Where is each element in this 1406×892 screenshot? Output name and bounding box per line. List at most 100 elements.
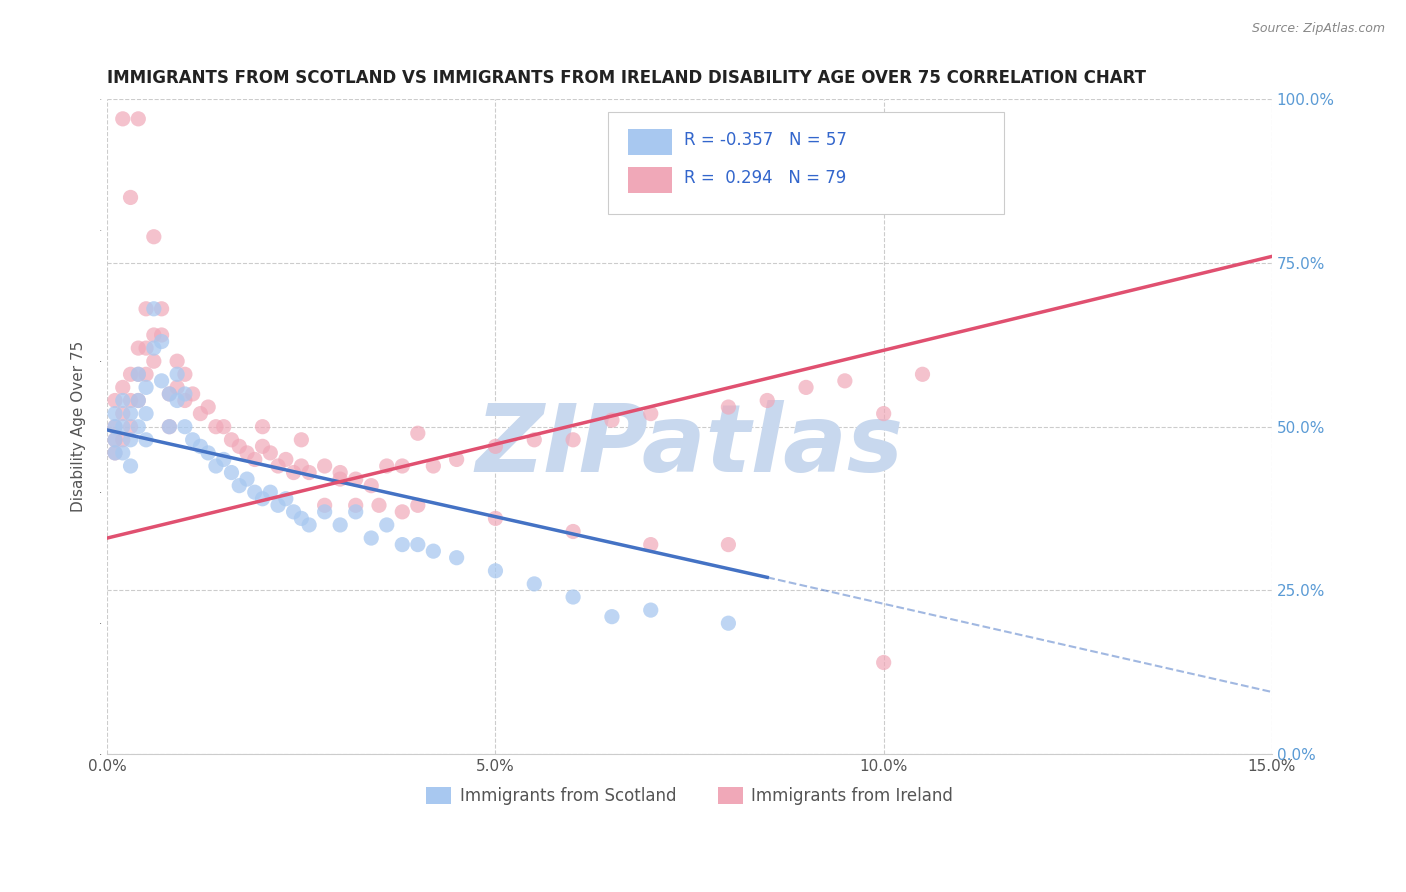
Point — [360, 478, 382, 492]
Point — [111, 112, 134, 126]
Point — [111, 433, 134, 447]
Point — [360, 531, 382, 545]
Point — [135, 341, 157, 355]
Point — [173, 368, 195, 382]
Text: ZIPatlas: ZIPatlas — [475, 401, 904, 492]
Point — [252, 439, 274, 453]
Point — [523, 433, 546, 447]
Point — [104, 433, 127, 447]
Point — [173, 387, 195, 401]
Point — [205, 419, 228, 434]
Point — [135, 380, 157, 394]
FancyBboxPatch shape — [628, 128, 672, 155]
Point — [166, 368, 188, 382]
Point — [104, 433, 127, 447]
Point — [274, 452, 297, 467]
Point — [166, 354, 188, 368]
Point — [104, 419, 127, 434]
FancyBboxPatch shape — [628, 167, 672, 193]
Point — [329, 518, 352, 533]
Point — [142, 341, 165, 355]
Point — [298, 518, 321, 533]
Text: IMMIGRANTS FROM SCOTLAND VS IMMIGRANTS FROM IRELAND DISABILITY AGE OVER 75 CORRE: IMMIGRANTS FROM SCOTLAND VS IMMIGRANTS F… — [107, 69, 1146, 87]
Point — [127, 368, 149, 382]
Point — [484, 564, 506, 578]
Point — [344, 472, 367, 486]
Point — [150, 374, 173, 388]
Point — [120, 419, 142, 434]
Point — [127, 393, 149, 408]
Y-axis label: Disability Age Over 75: Disability Age Over 75 — [72, 341, 86, 512]
Point — [104, 393, 127, 408]
Point — [252, 491, 274, 506]
Point — [562, 590, 585, 604]
Point — [157, 419, 180, 434]
Point — [150, 301, 173, 316]
Point — [283, 505, 305, 519]
Point — [267, 498, 290, 512]
Point — [484, 439, 506, 453]
Point — [228, 439, 250, 453]
Point — [127, 368, 149, 382]
Point — [446, 550, 468, 565]
Point — [911, 368, 934, 382]
Point — [135, 407, 157, 421]
Legend: Immigrants from Scotland, Immigrants from Ireland: Immigrants from Scotland, Immigrants fro… — [419, 780, 959, 812]
Point — [173, 393, 195, 408]
Point — [600, 609, 623, 624]
Point — [104, 419, 127, 434]
Text: R = -0.357   N = 57: R = -0.357 N = 57 — [683, 131, 846, 149]
Point — [267, 458, 290, 473]
Point — [298, 466, 321, 480]
Point — [375, 458, 398, 473]
Point — [120, 190, 142, 204]
Point — [120, 407, 142, 421]
Point — [212, 419, 235, 434]
Point — [243, 485, 266, 500]
Point — [120, 433, 142, 447]
Point — [181, 433, 204, 447]
Point — [111, 407, 134, 421]
Point — [127, 419, 149, 434]
Point — [150, 328, 173, 343]
Point — [422, 458, 444, 473]
Point — [150, 334, 173, 349]
Point — [111, 419, 134, 434]
Point — [834, 374, 856, 388]
Point — [135, 433, 157, 447]
Point — [391, 538, 413, 552]
Point — [190, 407, 212, 421]
Point — [344, 498, 367, 512]
Point — [290, 511, 312, 525]
Point — [142, 229, 165, 244]
Point — [104, 407, 127, 421]
Point — [562, 524, 585, 539]
Point — [173, 419, 195, 434]
Point — [873, 656, 896, 670]
Point — [368, 498, 391, 512]
Point — [127, 393, 149, 408]
Point — [212, 452, 235, 467]
Point — [314, 498, 336, 512]
Point — [120, 458, 142, 473]
Point — [717, 538, 740, 552]
Point — [314, 458, 336, 473]
Point — [873, 407, 896, 421]
Point — [406, 498, 429, 512]
Text: R =  0.294   N = 79: R = 0.294 N = 79 — [683, 169, 846, 187]
FancyBboxPatch shape — [607, 112, 1004, 214]
Point — [111, 380, 134, 394]
Point — [290, 458, 312, 473]
Point — [344, 505, 367, 519]
Point — [406, 538, 429, 552]
Point — [157, 419, 180, 434]
Point — [283, 466, 305, 480]
Point — [135, 301, 157, 316]
Point — [197, 446, 219, 460]
Point — [314, 505, 336, 519]
Point — [166, 393, 188, 408]
Point — [111, 393, 134, 408]
Point — [562, 433, 585, 447]
Point — [446, 452, 468, 467]
Point — [243, 452, 266, 467]
